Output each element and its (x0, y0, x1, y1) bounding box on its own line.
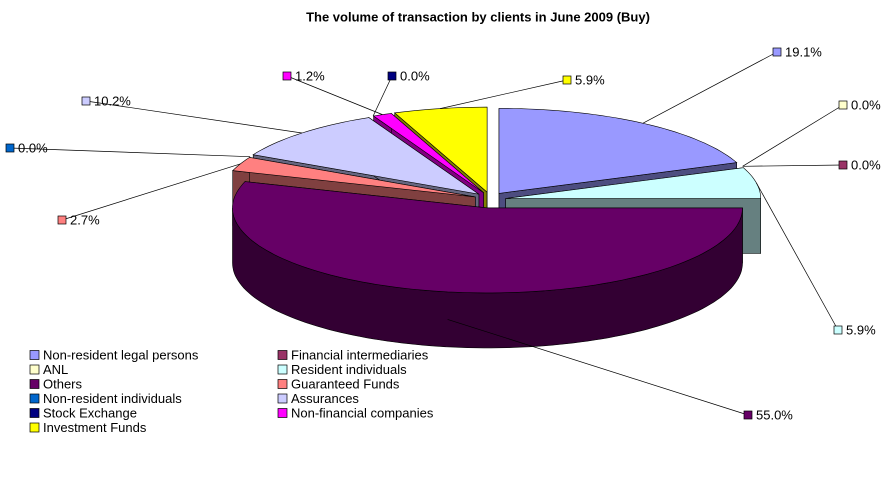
legend-label: Guaranteed Funds (291, 376, 400, 391)
label-swatch (81, 96, 91, 106)
pie (232, 106, 762, 349)
data-label: 0.0% (851, 157, 881, 172)
legend-label: Resident individuals (291, 362, 407, 377)
legend-swatch (277, 350, 288, 360)
data-label: 0.0% (851, 97, 881, 112)
legend-label: Non-resident individuals (43, 391, 182, 406)
legend-swatch (277, 393, 288, 404)
legend-label: Financial intermediaries (291, 347, 429, 362)
legend-label: Non-resident legal persons (43, 347, 199, 362)
data-label: 5.9% (846, 322, 876, 337)
legend-swatch (29, 408, 40, 418)
slice-top (232, 181, 743, 294)
leader-line (742, 164, 844, 167)
slice (232, 181, 743, 349)
leader-line (61, 163, 241, 221)
data-label: 19.1% (785, 44, 822, 59)
leader-line (372, 75, 393, 117)
slice-top (498, 108, 738, 194)
label-swatch (833, 325, 843, 335)
label-swatch (743, 410, 753, 420)
legend-swatch (29, 422, 40, 433)
leader-line (642, 51, 778, 124)
leader-line (756, 182, 839, 331)
label-swatch (562, 75, 572, 85)
legend-swatch (277, 364, 288, 375)
label-swatch (838, 160, 848, 170)
legend-swatch (29, 379, 40, 389)
data-label: 10.2% (94, 93, 131, 108)
label-swatch (772, 47, 782, 57)
data-label: 2.7% (70, 212, 100, 227)
label-swatch (282, 71, 292, 81)
legend-label: Assurances (291, 391, 359, 406)
label-swatch (57, 215, 67, 225)
label-swatch (5, 143, 15, 153)
leader-line (9, 147, 251, 158)
slice-top (505, 167, 762, 199)
legend-label: Non-financial companies (291, 405, 434, 420)
data-label: 1.2% (295, 68, 325, 83)
legend-swatch (29, 393, 40, 404)
legend-swatch (277, 408, 288, 418)
label-swatch (387, 71, 397, 81)
label-swatch (838, 100, 848, 110)
leader-line (447, 319, 749, 416)
data-label: 55.0% (756, 407, 793, 422)
legend-label: ANL (43, 362, 68, 377)
data-label: 0.0% (400, 68, 430, 83)
leader-line (742, 104, 844, 167)
legend-label: Stock Exchange (43, 405, 137, 420)
legend-swatch (29, 350, 40, 360)
leader-line (286, 75, 383, 115)
data-label: 5.9% (575, 72, 605, 87)
legend-swatch (29, 364, 40, 375)
legend-label: Others (43, 376, 83, 391)
leader-line (85, 100, 303, 134)
slice-top (393, 106, 488, 193)
leader-line (440, 79, 568, 109)
chart-title: The volume of transaction by clients in … (306, 9, 650, 24)
legend-label: Investment Funds (43, 420, 147, 435)
legend-swatch (277, 379, 288, 389)
data-label: 0.0% (18, 140, 48, 155)
